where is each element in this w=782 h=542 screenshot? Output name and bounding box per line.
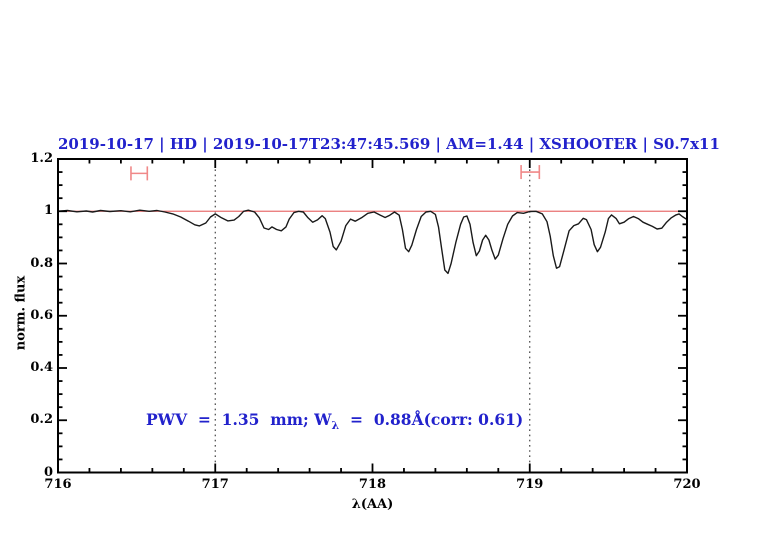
pwv-annotation-suffix: = 0.88Å(corr: 0.61) — [339, 410, 524, 429]
y-tick-label: 0.6 — [30, 307, 53, 323]
y-tick-label: 1.2 — [30, 151, 53, 166]
axis-ticks — [57, 158, 688, 474]
x-tick-label: 720 — [673, 477, 701, 492]
range-marker — [520, 165, 541, 180]
pwv-annotation: PWV = 1.35 mm; Wλ = 0.88Å(corr: 0.61) — [146, 410, 523, 432]
x-axis-label: λ(AA) — [351, 497, 394, 512]
y-tick-label: 0.4 — [30, 360, 53, 375]
x-tick-label: 717 — [201, 477, 229, 492]
y-tick-label: 1 — [43, 203, 53, 219]
plot-title: 2019-10-17 | HD | 2019-10-17T23:47:45.56… — [58, 135, 720, 153]
pwv-annotation-prefix: PWV = 1.35 mm; W — [146, 410, 332, 429]
x-tick-label: 719 — [516, 477, 544, 492]
range-marker — [130, 166, 149, 181]
spectrum-curve — [57, 209, 688, 275]
y-tick-label: 0.8 — [30, 255, 53, 271]
y-tick-label: 0.2 — [30, 412, 53, 428]
pwv-annotation-subscript: λ — [331, 419, 340, 433]
y-tick-label: 0 — [43, 464, 53, 480]
x-tick-label: 718 — [358, 477, 387, 492]
x-tick-label: 716 — [44, 477, 72, 492]
